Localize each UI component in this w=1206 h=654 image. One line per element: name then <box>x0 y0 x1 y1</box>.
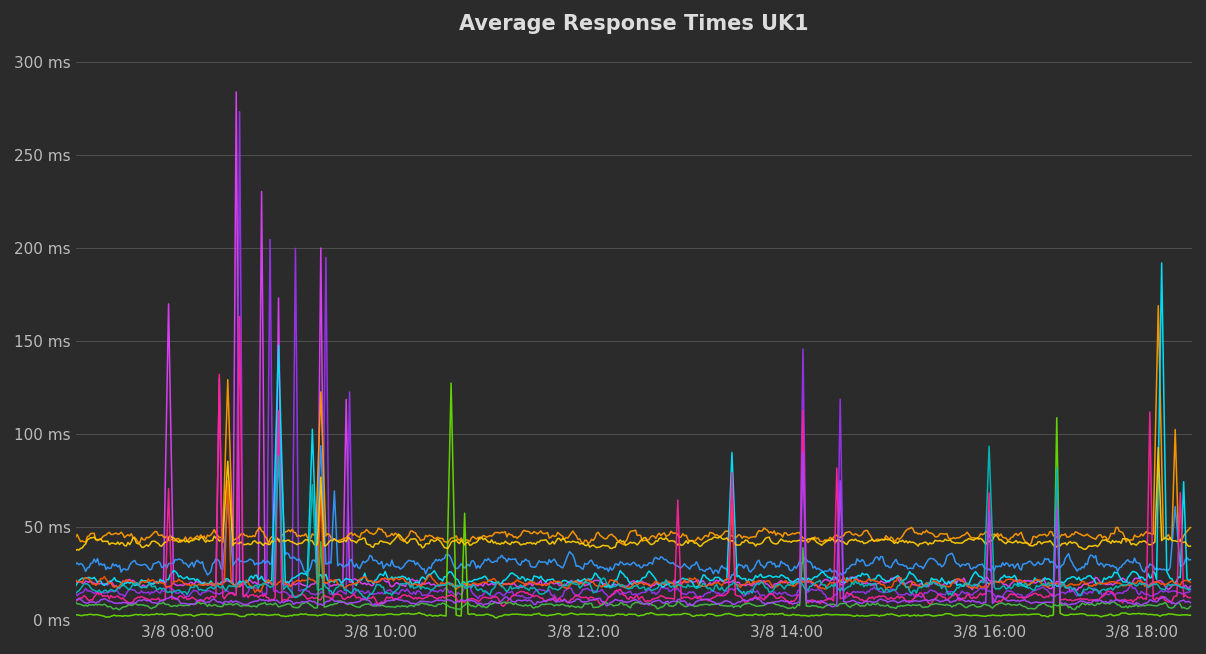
Title: Average Response Times UK1: Average Response Times UK1 <box>459 14 808 34</box>
